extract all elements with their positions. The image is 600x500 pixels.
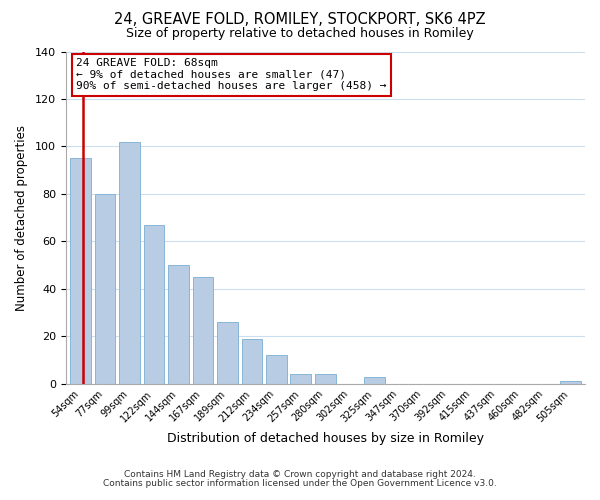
Bar bbox=[95, 194, 115, 384]
Bar bbox=[217, 322, 238, 384]
Bar bbox=[143, 225, 164, 384]
Bar bbox=[168, 265, 189, 384]
Text: Size of property relative to detached houses in Romiley: Size of property relative to detached ho… bbox=[126, 28, 474, 40]
Y-axis label: Number of detached properties: Number of detached properties bbox=[15, 124, 28, 310]
Bar bbox=[242, 338, 262, 384]
Bar bbox=[560, 382, 581, 384]
Bar bbox=[290, 374, 311, 384]
X-axis label: Distribution of detached houses by size in Romiley: Distribution of detached houses by size … bbox=[167, 432, 484, 445]
Text: 24 GREAVE FOLD: 68sqm
← 9% of detached houses are smaller (47)
90% of semi-detac: 24 GREAVE FOLD: 68sqm ← 9% of detached h… bbox=[76, 58, 386, 92]
Text: Contains public sector information licensed under the Open Government Licence v3: Contains public sector information licen… bbox=[103, 478, 497, 488]
Bar bbox=[119, 142, 140, 384]
Bar bbox=[266, 356, 287, 384]
Bar bbox=[70, 158, 91, 384]
Bar bbox=[315, 374, 336, 384]
Text: Contains HM Land Registry data © Crown copyright and database right 2024.: Contains HM Land Registry data © Crown c… bbox=[124, 470, 476, 479]
Text: 24, GREAVE FOLD, ROMILEY, STOCKPORT, SK6 4PZ: 24, GREAVE FOLD, ROMILEY, STOCKPORT, SK6… bbox=[114, 12, 486, 28]
Bar bbox=[193, 277, 214, 384]
Bar bbox=[364, 376, 385, 384]
